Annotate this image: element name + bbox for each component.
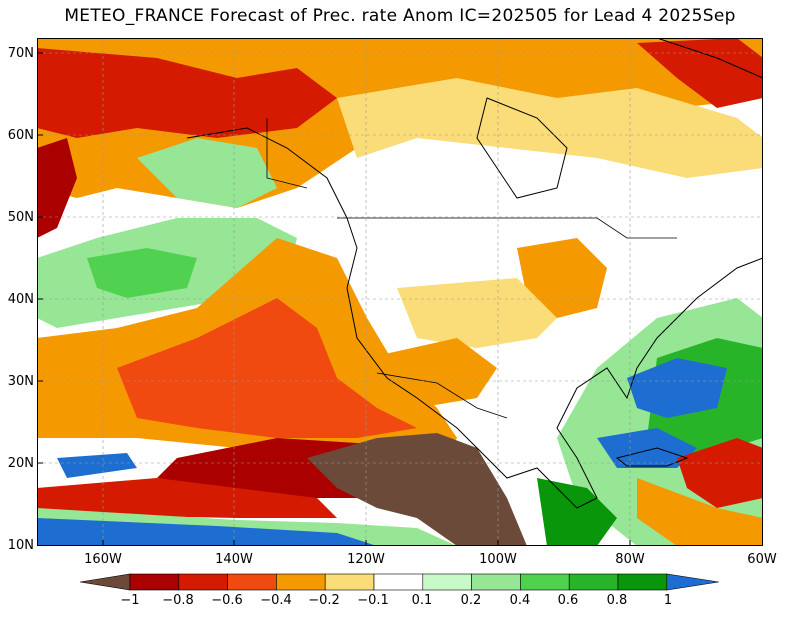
lon-label-60w: 60W: [747, 552, 777, 567]
colorbar-arrow-above: [666, 573, 719, 591]
colorbar-label-7: 0.1: [411, 593, 433, 608]
colorbar-label-2: −0.8: [162, 593, 194, 608]
border-us-mexico: [376, 372, 508, 419]
anomaly-blue-atlantic: [627, 358, 727, 418]
colorbar-swatch-p5: [617, 573, 668, 591]
graticule: [37, 38, 763, 546]
lat-label-10n: 10N: [7, 538, 34, 553]
anomaly-darkgreen-central-america: [537, 478, 617, 546]
lat-label-70n: 70N: [7, 46, 34, 61]
coastline-hudson-bay: [476, 97, 568, 199]
lat-label-50n: 50N: [7, 210, 34, 225]
anomaly-red-ne: [637, 38, 763, 108]
colorbar-label-10: 0.6: [557, 593, 579, 608]
colorbar-swatch-c5: [324, 573, 375, 591]
lat-label-60n: 60N: [7, 128, 34, 143]
colorbar: [79, 573, 719, 591]
colorbar-swatch-c2: [178, 573, 228, 591]
border-alaska: [266, 118, 308, 189]
anomaly-yellow-north: [337, 78, 763, 178]
colorbar-swatch-c4: [276, 573, 326, 591]
lat-label-40n: 40N: [7, 292, 34, 307]
anomaly-red-caribbean: [677, 438, 763, 508]
anomaly-orange-lesser-antilles: [637, 478, 763, 546]
colorbar-swatch-p3: [520, 573, 570, 591]
anomaly-darkred-nw: [37, 138, 77, 238]
colorbar-swatch-neutral: [373, 573, 424, 591]
colorbar-swatch-p4: [568, 573, 619, 591]
anomaly-blue-caribbean: [597, 428, 697, 468]
coastline-north-america: [186, 127, 763, 509]
colorbar-label-1: −1: [120, 593, 140, 608]
colorbar-label-6: −0.1: [357, 593, 389, 608]
anomaly-darkgreen-pacific: [87, 248, 197, 298]
colorbar-label-5: −0.2: [308, 593, 340, 608]
colorbar-label-8: 0.2: [460, 593, 482, 608]
lat-label-20n: 20N: [7, 456, 34, 471]
colorbar-swatch-c3: [227, 573, 277, 591]
anomaly-map: [37, 38, 763, 546]
anomaly-yellow-plains: [397, 278, 557, 348]
lon-label-80w: 80W: [615, 552, 645, 567]
anomaly-red-pacific: [117, 298, 417, 438]
border-us-canada: [337, 217, 677, 239]
lon-label-160w: 160W: [84, 552, 122, 567]
anomaly-orange-midwest: [517, 238, 607, 318]
colorbar-label-4: −0.4: [260, 593, 292, 608]
lon-label-120w: 120W: [347, 552, 385, 567]
anomaly-red-tropic-band: [37, 478, 337, 518]
coastline-cuba: [615, 447, 689, 467]
lat-label-30n: 30N: [7, 374, 34, 389]
anomaly-green-alaska: [137, 138, 277, 208]
lon-label-100w: 100W: [479, 552, 517, 567]
anomaly-red-nw: [37, 48, 337, 138]
coastline-greenland: [656, 38, 763, 79]
colorbar-label-3: −0.6: [211, 593, 243, 608]
colorbar-label-11: 0.8: [606, 593, 628, 608]
axis-ticks: [37, 52, 631, 546]
map-frame: [37, 38, 763, 546]
colorbar-swatch-p2: [471, 573, 521, 591]
map-title: METEO_FRANCE Forecast of Prec. rate Anom…: [64, 6, 736, 26]
lon-label-140w: 140W: [215, 552, 253, 567]
colorbar-label-9: 0.4: [509, 593, 531, 608]
anomaly-blue-tropic-band: [37, 518, 377, 546]
anomaly-blue-hawaii: [57, 453, 137, 478]
colorbar-label-12: 1: [663, 593, 673, 608]
anomaly-orange-southwest: [367, 338, 497, 408]
anomaly-brown-mexico: [307, 433, 527, 546]
colorbar-swatch-c1: [129, 573, 180, 591]
colorbar-arrow-below: [79, 573, 131, 591]
colorbar-swatch-p1: [422, 573, 472, 591]
